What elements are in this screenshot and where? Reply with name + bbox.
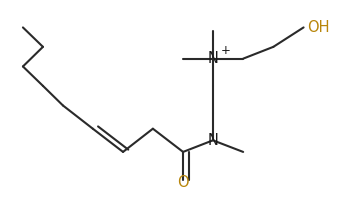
Text: OH: OH [307, 20, 330, 35]
Text: O: O [177, 175, 189, 191]
Text: N: N [207, 133, 218, 148]
Text: +: + [221, 44, 231, 57]
Text: N: N [207, 51, 218, 66]
